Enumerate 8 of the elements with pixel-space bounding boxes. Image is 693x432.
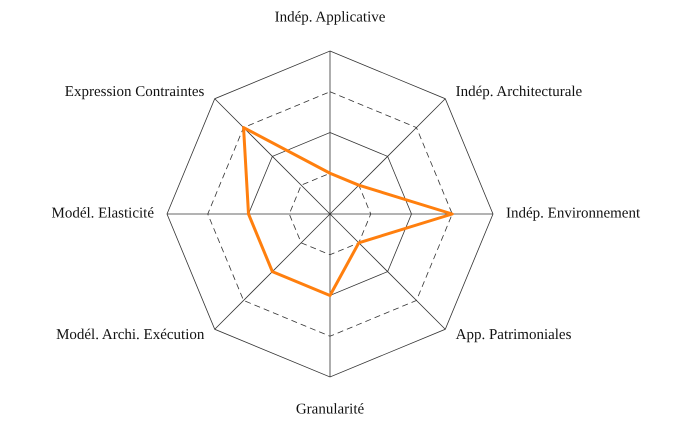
spoke-label: Indép. Environnement [506,205,641,222]
spoke-label: Modél. Archi. Exécution [56,327,205,344]
spoke-label: Indép. Architecturale [456,84,583,100]
spoke-label: Expression Contraintes [64,84,205,100]
spoke-label: App. Patrimoniales [456,327,572,344]
spoke-label: Modél. Elasticité [52,205,154,222]
spoke-label: Granularité [296,401,364,418]
spoke-label: Indép. Applicative [274,9,386,26]
